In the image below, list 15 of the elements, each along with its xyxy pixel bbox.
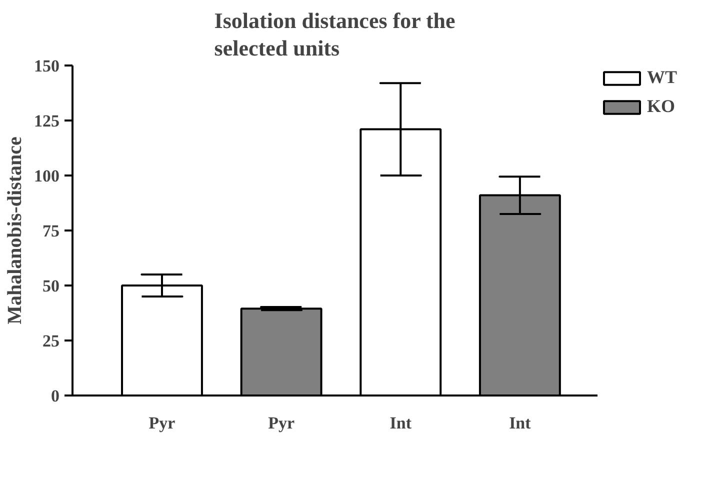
- y-tick-label: 100: [34, 166, 60, 186]
- y-tick-label: 125: [34, 112, 60, 130]
- y-tick-label: 75: [42, 222, 60, 240]
- x-tick-label: Pyr: [268, 414, 295, 432]
- legend-label: KO: [647, 96, 676, 117]
- y-tick-label: 50: [42, 276, 60, 296]
- y-tick-label: 150: [34, 56, 60, 76]
- legend-label: WT: [647, 67, 678, 88]
- y-tick-label: 0: [51, 386, 60, 406]
- x-tick-label: Int: [390, 414, 412, 432]
- chart-title: Isolation distances for the selected units: [214, 8, 456, 60]
- x-tick-label: Pyr: [148, 414, 176, 432]
- y-tick-label: 25: [42, 332, 60, 350]
- x-tick-label: Int: [509, 414, 532, 432]
- y-axis-title: Mahalanobis-distance: [4, 136, 26, 324]
